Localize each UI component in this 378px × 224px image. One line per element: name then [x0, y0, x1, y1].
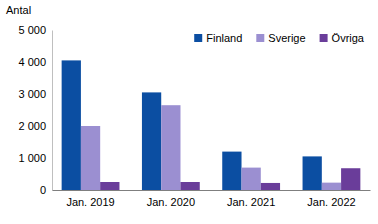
x-axis: Jan. 2019 Jan. 2020 Jan. 2021 Jan. 2022	[53, 190, 371, 208]
x-tick: Jan. 2022	[307, 190, 355, 208]
legend-label: Övriga	[332, 32, 365, 44]
bar	[100, 182, 119, 190]
y-tick: 3 000	[18, 88, 52, 100]
y-axis: 0 1 000 2 000 3 000 4 000 5 000	[18, 24, 52, 196]
y-axis-line	[52, 31, 53, 191]
chart: 01 0002 0003 0004 0005 000Jan. 2019Jan. …	[0, 0, 378, 224]
bar	[322, 183, 341, 190]
x-tick: Jan. 2019	[66, 190, 114, 208]
bar	[142, 92, 161, 190]
bars	[62, 60, 361, 190]
x-tick-label: Jan. 2022	[307, 196, 355, 208]
bar	[242, 168, 261, 190]
legend-swatch	[194, 34, 202, 42]
bar	[161, 105, 180, 190]
legend: Finland Sverige Övriga	[194, 32, 365, 44]
y-tick-label: 2 000	[18, 120, 46, 132]
bar	[180, 182, 199, 190]
x-tick: Jan. 2020	[147, 190, 195, 208]
y-tick: 1 000	[18, 152, 52, 164]
legend-swatch	[256, 34, 264, 42]
y-tick-label: 0	[40, 184, 46, 196]
bar	[81, 126, 100, 190]
y-tick-label: 1 000	[18, 152, 46, 164]
y-tick: 2 000	[18, 120, 52, 132]
y-tick-label: 3 000	[18, 88, 46, 100]
x-tick-label: Jan. 2021	[227, 196, 275, 208]
legend-label: Finland	[206, 32, 242, 44]
bar	[303, 156, 322, 190]
legend-item: Finland	[194, 32, 242, 44]
x-axis-line	[53, 190, 371, 191]
y-tick: 5 000	[18, 24, 52, 36]
x-tick: Jan. 2021	[227, 190, 275, 208]
x-tick-label: Jan. 2019	[66, 196, 114, 208]
bar	[222, 152, 241, 190]
y-tick: 4 000	[18, 56, 52, 68]
legend-item: Sverige	[256, 32, 305, 44]
legend-label: Sverige	[268, 32, 305, 44]
x-tick-label: Jan. 2020	[147, 196, 195, 208]
bar	[261, 183, 280, 190]
bar	[62, 60, 81, 190]
y-tick: 0	[40, 184, 52, 196]
y-tick-label: 4 000	[18, 56, 46, 68]
y-tick-label: 5 000	[18, 24, 46, 36]
legend-swatch	[320, 34, 328, 42]
bar	[341, 168, 360, 190]
legend-item: Övriga	[320, 32, 365, 44]
y-axis-title: Antal	[6, 4, 31, 16]
